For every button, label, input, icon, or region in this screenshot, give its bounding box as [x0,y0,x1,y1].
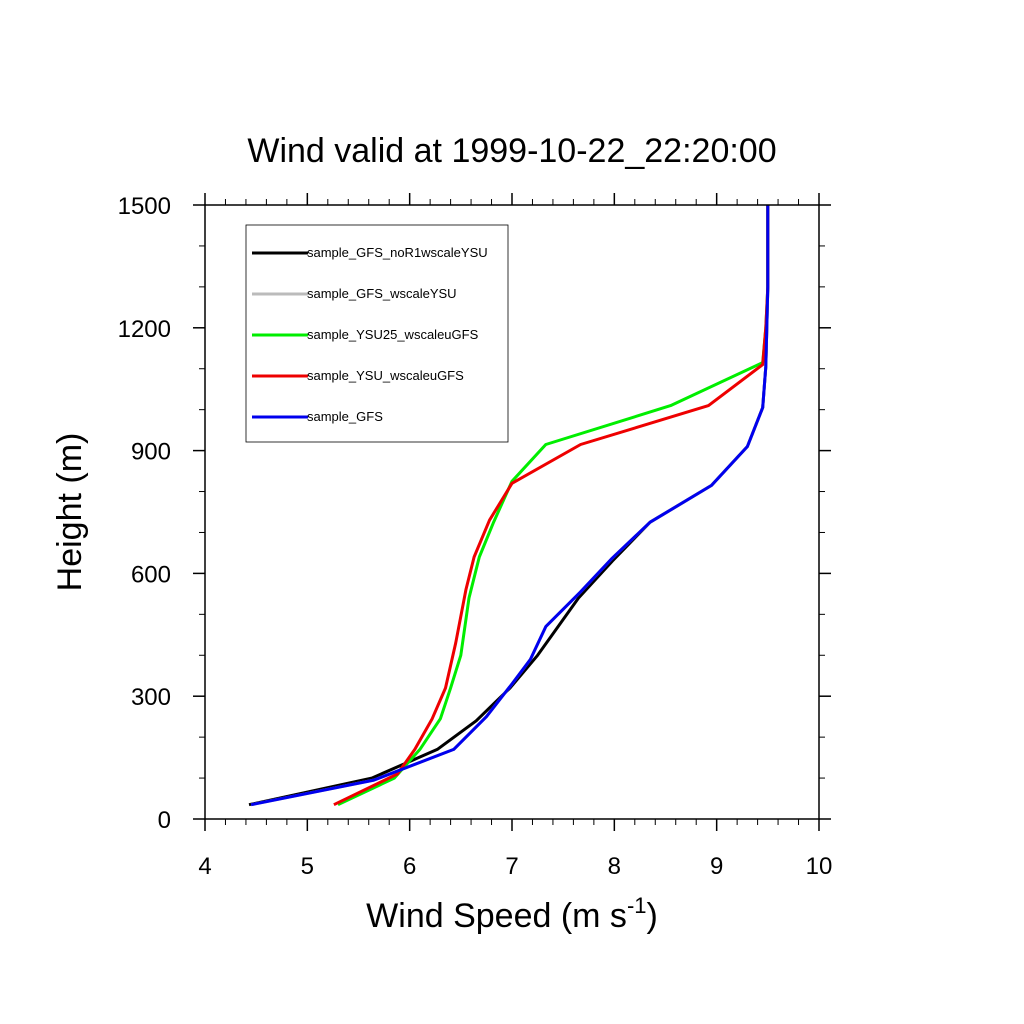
legend-label: sample_GFS_wscaleYSU [307,286,457,301]
y-tick-label: 0 [158,807,171,834]
legend-label: sample_GFS [307,409,383,424]
plot-area [204,204,820,820]
x-tick-label: 4 [198,853,211,880]
y-axis-title: Height (m) [51,433,89,592]
legend: sample_GFS_noR1wscaleYSU sample_GFS_wscal… [245,224,509,443]
legend-label: sample_YSU25_wscaleuGFS [307,327,479,342]
y-axis: 0 300 600 900 1200 1500 [118,193,831,834]
y-tick-label: 1200 [118,316,171,343]
chart-title: Wind valid at 1999-10-22_22:20:00 [247,132,776,170]
series-line-sample_GFS [250,205,770,807]
x-tick-label: 6 [403,853,416,880]
x-tick-label: 8 [608,853,621,880]
x-tick-label: 10 [806,853,833,880]
x-axis-title: Wind Speed (m s-1) [366,893,658,935]
x-axis-title-superscript: -1 [627,893,647,918]
x-axis-title-main: Wind Speed (m s [366,897,627,935]
legend-label: sample_GFS_noR1wscaleYSU [307,245,488,260]
y-tick-label: 1500 [118,193,171,220]
x-axis-title-close: ) [647,897,658,935]
y-tick-label: 300 [131,684,171,711]
y-tick-label: 900 [131,439,171,466]
legend-label: sample_YSU_wscaleuGFS [307,368,464,383]
x-tick-label: 7 [505,853,518,880]
x-tick-label: 5 [301,853,314,880]
x-tick-label: 9 [710,853,723,880]
y-tick-label: 600 [131,561,171,588]
x-axis: 4 5 6 7 8 9 10 [198,193,832,880]
